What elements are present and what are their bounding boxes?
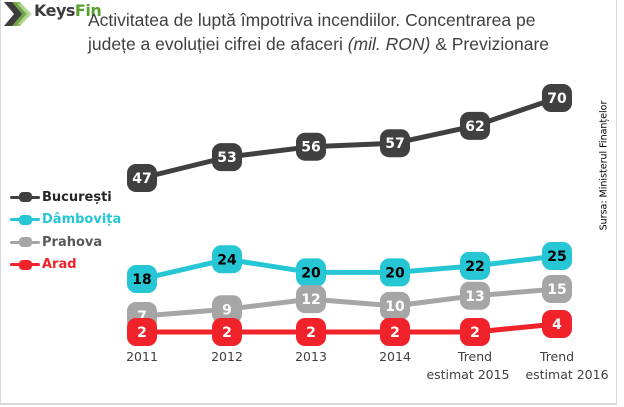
keysfin-chevron-logo-icon	[4, 2, 32, 26]
legend-marker-icon	[10, 192, 40, 203]
data-point-arad	[460, 318, 490, 346]
x-tick-label: estimat 2015	[426, 367, 509, 382]
chart-legend: București Dâmbovița Prahova Arad	[10, 186, 121, 276]
logo-fin: Fin	[74, 1, 102, 20]
data-point-prahova	[380, 291, 410, 320]
legend-label: București	[42, 189, 112, 205]
logo-wordmark: KeysFin	[34, 1, 102, 20]
data-point-dambovita	[127, 265, 157, 293]
legend-item-bucuresti: București	[10, 186, 121, 209]
data-point-bucuresti	[380, 129, 410, 158]
data-label-arad: 2	[222, 325, 232, 341]
x-tick-label: 2014	[379, 349, 411, 364]
data-point-arad	[542, 310, 572, 338]
data-label-prahova: 7	[137, 309, 147, 325]
data-label-bucuresti: 53	[217, 150, 236, 166]
data-label-prahova: 10	[385, 299, 405, 315]
series-line-bucuresti	[141, 95, 558, 181]
data-label-dambovita: 25	[547, 249, 566, 265]
series-arad: 2 2 2 2 2 4	[127, 310, 572, 346]
title-line-2-tail: & Previzionare	[430, 34, 550, 54]
data-point-prahova	[296, 285, 326, 314]
legend-item-arad: Arad	[10, 254, 121, 277]
data-point-dambovita	[542, 242, 572, 270]
data-label-bucuresti: 56	[301, 140, 320, 156]
logo-keys: Keys	[34, 1, 75, 20]
legend-label: Dâmbovița	[42, 212, 122, 228]
data-label-bucuresti: 62	[465, 119, 484, 135]
data-point-prahova	[460, 281, 490, 310]
x-tick-label: 2013	[295, 349, 327, 364]
x-tick-label: 2012	[211, 349, 243, 364]
data-point-bucuresti	[542, 84, 572, 112]
title-line-2: județe a evoluției cifrei de afaceri (mi…	[88, 32, 608, 56]
data-label-dambovita: 20	[301, 265, 321, 281]
title-line-1: Activitatea de luptă împotriva incendiil…	[88, 10, 536, 30]
data-label-arad: 2	[306, 325, 316, 341]
data-point-dambovita	[460, 251, 490, 280]
x-tick-label: Trend	[539, 349, 574, 364]
legend-label: Arad	[42, 257, 77, 273]
data-label-prahova: 15	[547, 282, 566, 298]
legend-label: Prahova	[42, 234, 103, 250]
title-unit: (mil. RON)	[347, 34, 431, 54]
data-label-arad: 2	[137, 325, 147, 341]
series-line-arad	[142, 321, 558, 335]
series-dambovita: 18 24 20 20 22 25	[127, 242, 572, 293]
data-label-dambovita: 22	[465, 259, 484, 275]
data-label-dambovita: 18	[132, 272, 151, 288]
data-point-prahova	[542, 275, 572, 303]
data-point-prahova	[212, 295, 242, 324]
data-label-prahova: 9	[222, 302, 232, 318]
data-label-prahova: 12	[301, 292, 320, 308]
data-point-bucuresti	[460, 111, 490, 140]
legend-marker-icon	[10, 214, 40, 225]
data-label-bucuresti: 57	[385, 136, 404, 152]
data-point-bucuresti	[212, 143, 242, 172]
data-label-dambovita: 24	[217, 252, 237, 268]
series-line-prahova	[141, 286, 558, 319]
data-label-bucuresti: 47	[132, 171, 151, 187]
x-tick-label: estimat 2016	[525, 367, 608, 382]
x-tick-label: 2011	[126, 349, 158, 364]
data-point-arad	[380, 318, 410, 346]
data-point-bucuresti	[296, 132, 326, 161]
x-tick-label: Trend	[457, 349, 492, 364]
chart-title: Activitatea de luptă împotriva incendiil…	[88, 8, 608, 56]
data-point-dambovita	[212, 245, 242, 274]
title-line-2-plain: județe a evoluției cifrei de afaceri	[88, 34, 348, 54]
data-label-arad: 4	[552, 317, 562, 333]
legend-item-dambovita: Dâmbovița	[10, 209, 121, 232]
keysfin-logo: KeysFin	[2, 0, 122, 30]
data-point-dambovita	[380, 258, 410, 287]
series-line-dambovita	[141, 253, 558, 282]
data-label-prahova: 13	[465, 289, 484, 305]
data-label-arad: 2	[390, 325, 400, 341]
data-point-arad	[212, 318, 242, 346]
data-point-arad	[296, 318, 326, 346]
data-label-arad: 2	[470, 325, 480, 341]
legend-marker-icon	[10, 259, 40, 270]
legend-marker-icon	[10, 237, 40, 248]
data-point-dambovita	[296, 258, 326, 287]
data-point-bucuresti	[127, 164, 157, 192]
series-bucuresti: 47 53 56 57 62 70	[127, 84, 572, 192]
legend-item-prahova: Prahova	[10, 231, 121, 254]
series-prahova: 7 9 12 10 13 15	[127, 275, 572, 330]
data-label-bucuresti: 70	[547, 91, 567, 107]
data-label-dambovita: 20	[385, 265, 405, 281]
data-point-arad	[127, 318, 157, 346]
